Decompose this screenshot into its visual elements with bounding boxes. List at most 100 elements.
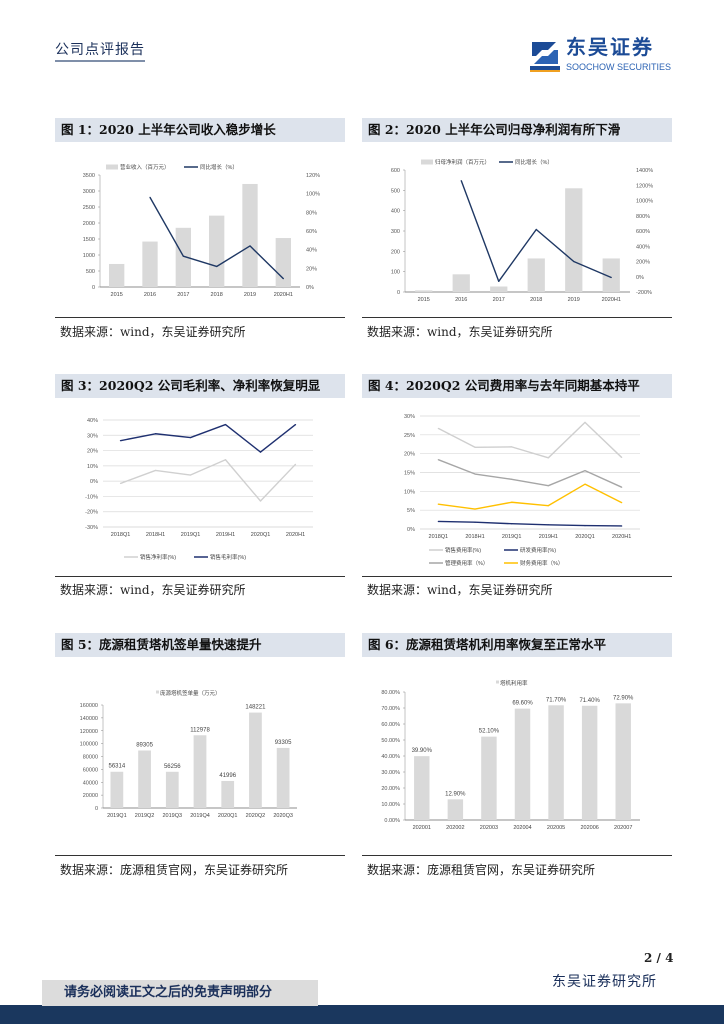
legend-label: 营业收入（百万元） <box>120 163 170 171</box>
legend-label: 同比增长（%） <box>200 163 238 171</box>
y-tick-label: 40.00% <box>381 754 400 760</box>
y-tick-label: 1500 <box>83 237 95 243</box>
legend-label: 销售净利率(%) <box>140 553 176 561</box>
data-label: 89305 <box>136 743 153 749</box>
y-tick-label: 0 <box>397 290 400 296</box>
line-point <box>547 485 549 487</box>
y-tick-label: 20000 <box>83 793 98 799</box>
line-point <box>547 524 549 526</box>
x-tick-label: 2018H1 <box>465 534 484 540</box>
figure-5-chart: 0 20000 40000 60000 80000 100000 120000 140000 1… <box>80 689 297 819</box>
x-tick-label: 2020H1 <box>286 532 305 538</box>
line-point <box>249 245 251 247</box>
y-tick-label: 0% <box>407 527 415 533</box>
y-tick-label: 500 <box>391 188 400 194</box>
line-point <box>621 502 623 504</box>
y-tick-label: 5% <box>407 508 415 514</box>
line-point <box>511 523 513 525</box>
legend-label: 销售费用率(%) <box>445 546 481 554</box>
y-tick-label: 0.00% <box>384 818 400 824</box>
y2-tick-label: 400% <box>636 244 650 250</box>
x-tick-label: 2020Q3 <box>273 813 293 819</box>
y-tick-label: 15% <box>404 471 415 477</box>
line-point <box>511 478 513 480</box>
y-tick-label: 30.00% <box>381 770 400 776</box>
figure-6-chart: 0.00% 10.00% 20.00% 30.00% 40.00% 50.00% 60.00… <box>381 679 640 831</box>
line-point <box>437 503 439 505</box>
y-tick-label: 70.00% <box>381 706 400 712</box>
x-tick-label: 2020Q2 <box>246 813 266 819</box>
line-point <box>259 500 262 502</box>
y-tick-label: 2000 <box>83 221 95 227</box>
y-tick-label: 50.00% <box>381 738 400 744</box>
y-tick-label: 2500 <box>83 205 95 211</box>
x-tick-label: 2018 <box>530 297 542 303</box>
logo-mark-icon <box>530 42 560 72</box>
legend-swatch <box>106 164 118 170</box>
y-tick-label: 20.00% <box>381 786 400 792</box>
y-tick-label: 80.00% <box>381 690 400 696</box>
y-tick-label: 10% <box>404 489 415 495</box>
x-tick-label: 202004 <box>513 825 531 831</box>
y-tick-label: 200 <box>391 249 400 255</box>
legend-label: 研发费用率(%) <box>520 546 556 554</box>
line-point <box>437 459 439 461</box>
y-tick-label: 60000 <box>83 767 98 773</box>
line-point <box>584 525 586 527</box>
line-point <box>224 459 227 461</box>
x-tick-label: 2019 <box>244 292 256 298</box>
data-label: 56256 <box>164 764 181 770</box>
line-point <box>224 423 227 426</box>
line-point <box>189 436 192 439</box>
bar-2016 <box>452 274 470 292</box>
x-tick-label: 2018H1 <box>146 532 165 538</box>
bar-2015 <box>415 290 433 292</box>
line-point <box>535 228 537 231</box>
figure-1-chart: 0 500 1000 1500 2000 2500 3000 3500 0% 20% 40% 60% 8… <box>83 163 320 298</box>
y-tick-label: 30% <box>404 414 415 420</box>
line-point <box>498 280 500 282</box>
line-point <box>547 505 549 507</box>
divider <box>362 317 672 318</box>
line-point <box>547 457 549 459</box>
y2-tick-label: 0% <box>306 285 314 291</box>
y-tick-label: 40% <box>87 418 98 424</box>
figure-6-source: 数据来源：庞源租赁官网，东吴证券研究所 <box>367 863 596 877</box>
y-tick-label: 100000 <box>80 742 98 748</box>
bar-2018 <box>209 215 225 287</box>
y-tick-label: 0 <box>95 806 98 812</box>
disclaimer-note: 请务必阅读正文之后的免责声明部分 <box>42 980 318 1006</box>
logo-text-en: SOOCHOW SECURITIES <box>566 62 672 72</box>
y2-tick-label: 200% <box>636 260 650 266</box>
bar-2016 <box>142 241 158 287</box>
line-point <box>474 508 476 510</box>
data-label: 112978 <box>190 727 210 733</box>
data-label: 148221 <box>245 705 266 711</box>
figure-3-title: 图 3：2020Q2 公司毛利率、净利率恢复明显 <box>55 374 345 398</box>
legend-label: 管理费用率（%） <box>445 559 488 567</box>
x-tick-label: 2019Q1 <box>502 534 522 540</box>
line-series-1 <box>438 520 622 527</box>
y-tick-label: 10% <box>87 464 98 470</box>
y2-tick-label: 1200% <box>636 183 653 189</box>
line-point <box>437 427 439 430</box>
x-tick-label: 2019Q2 <box>135 813 155 819</box>
bar-202006 <box>581 705 598 820</box>
figure-3-source: 数据来源：wind，东吴证券研究所 <box>60 583 246 597</box>
y2-tick-label: 20% <box>306 266 317 272</box>
data-label: 12.90% <box>445 791 466 797</box>
legend-swatch <box>496 680 499 684</box>
x-tick-label: 2019Q3 <box>162 813 182 819</box>
line-series-0 <box>120 459 297 502</box>
data-label: 93305 <box>275 740 292 746</box>
data-label: 71.40% <box>579 698 600 704</box>
line-point <box>119 440 122 442</box>
y2-tick-label: 100% <box>306 192 320 198</box>
figure-4-title: 图 4：2020Q2 公司费用率与去年同期基本持平 <box>362 374 672 398</box>
line-point <box>282 278 284 280</box>
x-tick-label: 2015 <box>418 297 430 303</box>
bar-2020H1 <box>602 258 620 292</box>
figure-6-title: 图 6：庞源租赁塔机利用率恢复至正常水平 <box>362 633 672 657</box>
y2-tick-label: 0% <box>636 275 644 281</box>
bar-202007 <box>615 703 631 820</box>
